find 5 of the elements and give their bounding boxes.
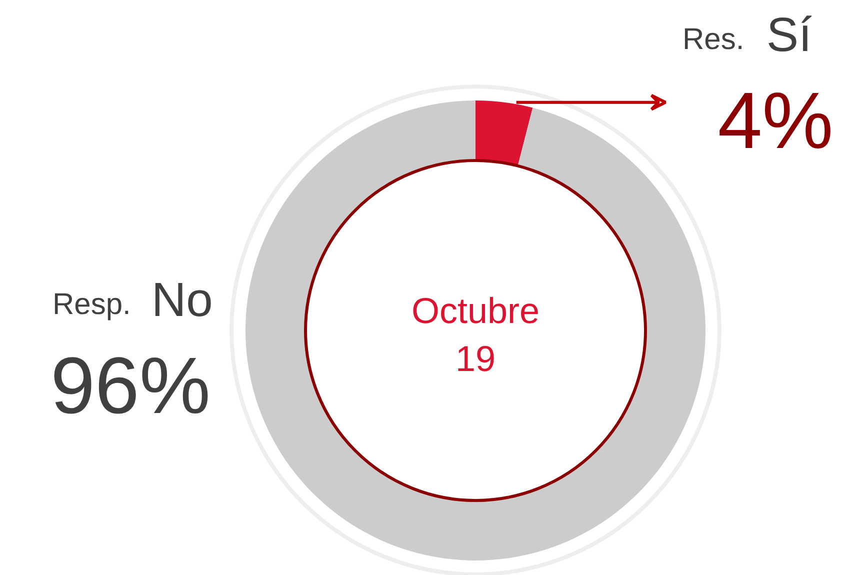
slice-label: Res. Sí: [682, 9, 813, 62]
slice-label: Resp. No: [52, 274, 213, 327]
text: Octubre 19: [411, 290, 540, 379]
data-label: 96%: [50, 341, 211, 430]
data-label: 4%: [718, 76, 834, 165]
